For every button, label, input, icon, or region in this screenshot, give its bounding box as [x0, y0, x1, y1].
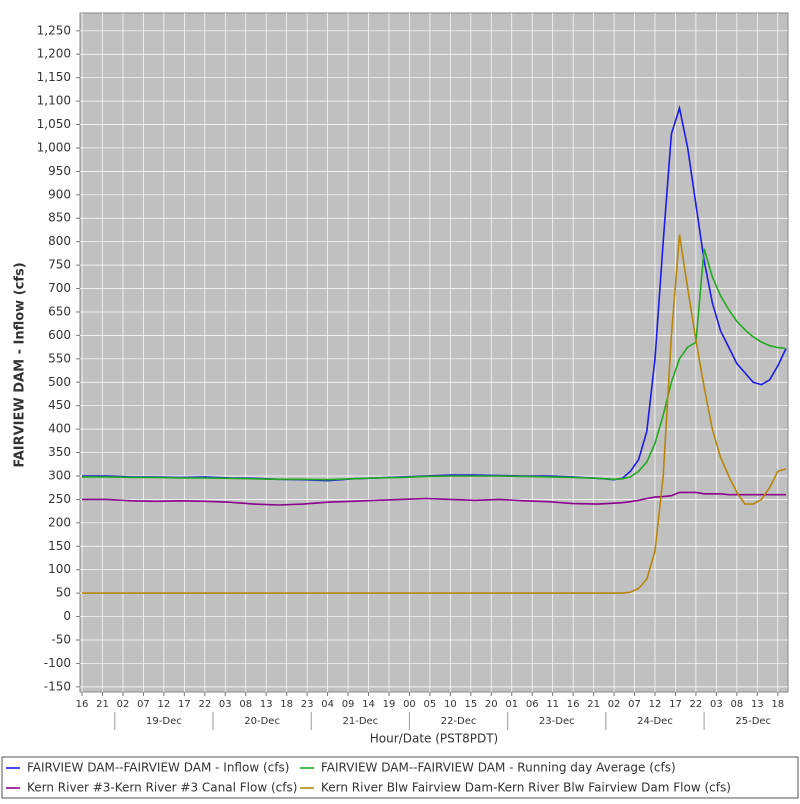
y-tick-label: -50 [51, 632, 71, 646]
y-tick-label: 1,050 [37, 117, 71, 131]
y-tick-label: 1,100 [37, 94, 71, 108]
x-tick-label: 17 [178, 699, 191, 710]
x-tick-label: 16 [76, 699, 89, 710]
legend-label: Kern River Blw Fairview Dam-Kern River B… [321, 781, 731, 795]
x-tick-label: 05 [424, 699, 437, 710]
legend-label: FAIRVIEW DAM--FAIRVIEW DAM - Inflow (cfs… [27, 761, 289, 775]
y-tick-label: 150 [48, 539, 71, 553]
x-tick-label: 13 [260, 699, 273, 710]
x-tick-label: 18 [771, 699, 784, 710]
plot-background [79, 12, 789, 693]
y-tick-label: 800 [48, 234, 71, 248]
date-label: 22-Dec [441, 716, 477, 727]
legend-box [1, 756, 799, 799]
y-tick-label: 1,250 [37, 23, 71, 37]
x-tick-label: 23 [301, 699, 314, 710]
y-tick-label: 900 [48, 187, 71, 201]
y-tick-label: 950 [48, 164, 71, 178]
x-tick-label: 19 [383, 699, 396, 710]
x-tick-label: 18 [280, 699, 293, 710]
y-tick-label: 1,000 [37, 140, 71, 154]
x-tick-label: 08 [730, 699, 743, 710]
date-label: 21-Dec [342, 716, 378, 727]
x-tick-label: 06 [526, 699, 539, 710]
x-tick-label: 17 [669, 699, 682, 710]
y-tick-label: 650 [48, 304, 71, 318]
y-tick-label: 1,150 [37, 70, 71, 84]
x-tick-label: 09 [342, 699, 355, 710]
x-tick-label: 22 [690, 699, 703, 710]
x-tick-label: 12 [158, 699, 171, 710]
y-tick-label: 600 [48, 328, 71, 342]
x-tick-label: 12 [649, 699, 662, 710]
y-tick-label: 450 [48, 398, 71, 412]
series-line [82, 248, 787, 481]
y-tick-label: 50 [56, 586, 71, 600]
date-label: 23-Dec [539, 716, 575, 727]
y-tick-label: 1,200 [37, 47, 71, 61]
x-tick-label: 15 [464, 699, 477, 710]
y-tick-label: -150 [44, 679, 71, 693]
x-tick-label: 07 [137, 699, 150, 710]
y-tick-label: 700 [48, 281, 71, 295]
x-tick-label: 01 [505, 699, 518, 710]
legend-label: FAIRVIEW DAM--FAIRVIEW DAM - Running day… [321, 761, 676, 775]
legend-label: Kern River #3-Kern River #3 Canal Flow (… [27, 781, 297, 795]
x-tick-label: 08 [239, 699, 252, 710]
x-tick-label: 22 [198, 699, 211, 710]
x-tick-label: 04 [321, 699, 334, 710]
x-tick-label: 02 [117, 699, 130, 710]
x-tick-label: 21 [96, 699, 109, 710]
date-label: 19-Dec [146, 716, 182, 727]
x-tick-label: 00 [403, 699, 416, 710]
x-tick-label: 03 [219, 699, 232, 710]
series-line [82, 491, 786, 506]
y-tick-label: 0 [63, 609, 71, 623]
y-tick-label: 350 [48, 445, 71, 459]
y-tick-label: 200 [48, 515, 71, 529]
date-label: 25-Dec [735, 716, 771, 727]
y-tick-label: 400 [48, 422, 71, 436]
y-tick-label: 550 [48, 351, 71, 365]
y-tick-label: 500 [48, 375, 71, 389]
date-label: 20-Dec [244, 716, 280, 727]
x-tick-label: 11 [546, 699, 559, 710]
x-tick-label: 13 [751, 699, 764, 710]
date-label: 24-Dec [637, 716, 673, 727]
y-tick-label: 250 [48, 492, 71, 506]
y-tick-label: -100 [44, 656, 71, 670]
y-tick-label: 300 [48, 468, 71, 482]
x-tick-label: 14 [362, 699, 375, 710]
y-tick-label: 100 [48, 562, 71, 576]
y-tick-label: 850 [48, 211, 71, 225]
x-tick-label: 10 [444, 699, 457, 710]
x-tick-label: 21 [587, 699, 600, 710]
x-tick-label: 07 [628, 699, 641, 710]
y-axis-title: FAIRVIEW DAM - Inflow (cfs) [13, 262, 28, 467]
x-tick-label: 20 [485, 699, 498, 710]
y-tick-label: 750 [48, 258, 71, 272]
x-tick-label: 02 [608, 699, 621, 710]
x-axis-title: Hour/Date (PST8PDT) [370, 732, 498, 746]
x-tick-label: 03 [710, 699, 723, 710]
series-line [82, 234, 787, 594]
x-tick-label: 16 [567, 699, 580, 710]
